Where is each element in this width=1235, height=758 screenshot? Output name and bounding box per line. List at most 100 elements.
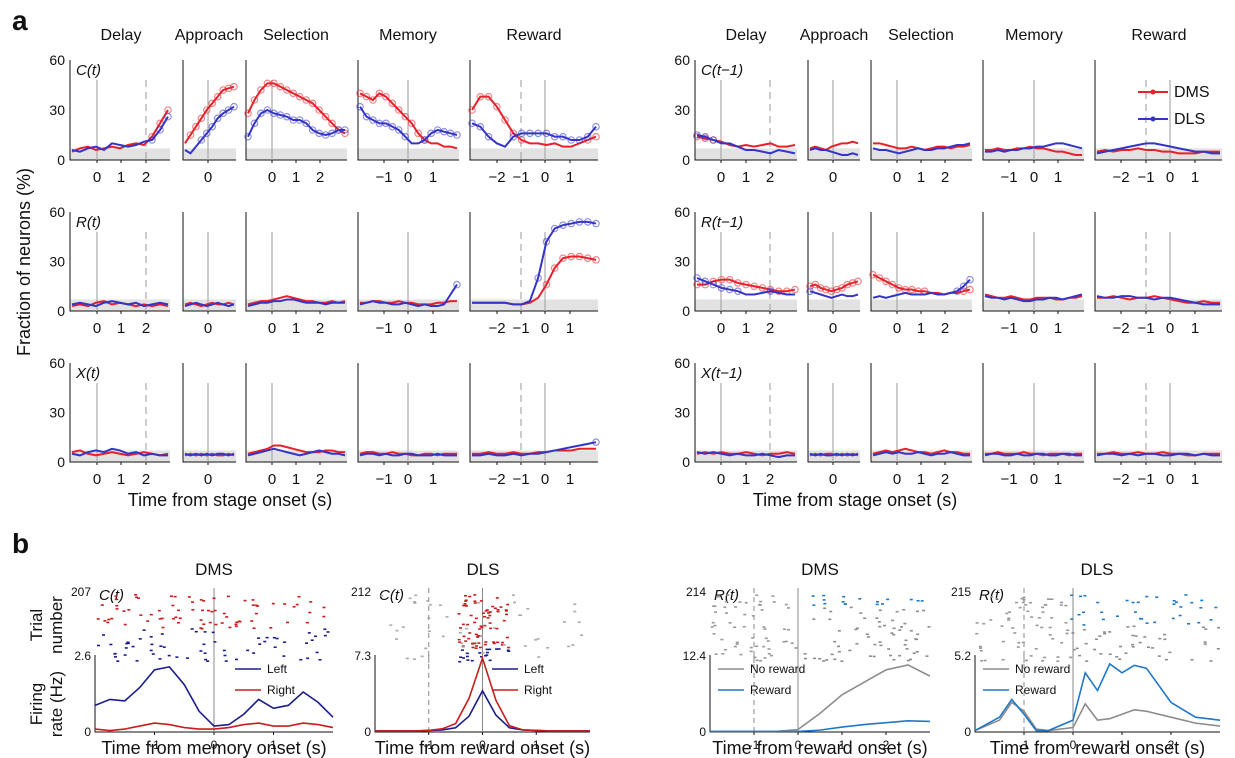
raster-spike	[211, 631, 215, 634]
raster-spike	[1084, 642, 1088, 645]
significant-point-dms	[192, 122, 200, 131]
raster-spike	[818, 657, 822, 660]
x-tick-label: −1	[1000, 169, 1017, 186]
raster-spike	[158, 618, 162, 620]
significant-point-dls	[224, 106, 233, 114]
axis-frame	[982, 212, 1084, 312]
raster-spike	[837, 645, 841, 648]
raster-spike	[755, 659, 759, 662]
x-tick-label: 0	[204, 169, 212, 186]
axis-frame	[182, 60, 236, 161]
raster-spike	[823, 602, 827, 605]
raster-spike	[1070, 618, 1074, 620]
raster-spike	[823, 607, 827, 610]
axis-frame	[469, 212, 598, 312]
raster-spike	[1098, 635, 1102, 637]
raster-spike	[502, 619, 506, 622]
raster-spike	[822, 660, 826, 662]
raster-spike	[733, 626, 737, 629]
raster-spike	[1050, 598, 1054, 601]
raster-spike	[837, 629, 841, 632]
raster-spike	[892, 627, 896, 630]
raster-spike	[1018, 606, 1022, 609]
chance-band	[183, 148, 236, 160]
raster-spike	[1108, 631, 1112, 633]
x-tick-label: −1	[1137, 320, 1154, 337]
raster-spike	[843, 603, 847, 605]
x-tick-label: 1	[429, 169, 437, 186]
raster-spike	[420, 655, 424, 658]
raster-spike	[865, 633, 869, 636]
raster-spike	[764, 637, 768, 640]
x-tick-label: 0	[717, 320, 725, 337]
raster-spike	[512, 601, 516, 604]
raster-spike	[464, 604, 468, 607]
significant-point-dms	[822, 285, 830, 294]
significant-point-dls	[559, 221, 567, 230]
rate-x-tick-label: 0	[211, 738, 218, 752]
raster-spike	[204, 658, 208, 661]
series-line-dls	[809, 452, 859, 457]
axis-frame	[69, 212, 170, 312]
x-tick-label: −1	[375, 169, 392, 186]
raster-spike	[714, 611, 718, 613]
significant-point-dms	[401, 112, 410, 121]
raster-spike	[473, 594, 477, 596]
raster-spike	[305, 642, 309, 644]
raster-spike	[1103, 632, 1107, 635]
raster-spike	[759, 659, 763, 662]
y-tick-left-0-30: 30	[49, 102, 65, 118]
axis-frame	[982, 363, 1084, 463]
series-line-dms	[809, 140, 859, 152]
significant-point-dms	[369, 96, 377, 104]
subpanel-right-0-approach: 0	[807, 60, 860, 186]
raster-spike	[123, 654, 127, 656]
raster-spike	[1082, 624, 1086, 626]
raster-spike	[1066, 629, 1070, 632]
raster-spike	[234, 625, 238, 628]
chance-band	[246, 148, 347, 160]
significant-point-dms	[213, 92, 222, 101]
significant-point-dms	[550, 264, 559, 272]
significant-point-dms	[202, 106, 211, 114]
raster-spike	[546, 646, 550, 649]
raster-spike	[465, 627, 469, 630]
raster-spike	[124, 647, 128, 649]
raster-spike	[523, 645, 527, 647]
raster-spike	[275, 637, 279, 640]
legend-marker-dls	[1150, 116, 1156, 122]
raster-spike	[207, 609, 211, 612]
y-tick-left-1-0: 0	[57, 303, 65, 319]
raster-spike	[126, 641, 130, 644]
raster-spike	[309, 601, 313, 603]
raster-spike	[1015, 601, 1019, 604]
raster-spike	[136, 597, 140, 599]
significant-point-dls	[693, 274, 701, 282]
significant-point-dls	[526, 129, 534, 138]
raster-spike	[712, 605, 716, 607]
axis-frame	[1094, 212, 1222, 312]
significant-point-dms	[302, 96, 311, 104]
rate-legend-label: Reward	[1015, 683, 1056, 697]
raster-spike	[909, 598, 913, 601]
raster-spike	[476, 636, 480, 638]
raster-spike	[767, 652, 771, 655]
axis-frame	[1094, 60, 1222, 161]
significant-point-dls	[550, 224, 559, 233]
raster-spike	[177, 609, 181, 612]
raster-spike	[126, 642, 130, 645]
raster-spike	[487, 612, 491, 614]
raster-spike	[1041, 660, 1045, 662]
significant-point-dms	[854, 277, 862, 286]
raster-spike	[877, 621, 881, 623]
significant-point-dms	[717, 275, 726, 284]
raster-spike	[1011, 627, 1015, 629]
raster-spike	[980, 660, 984, 662]
raster-spike	[326, 631, 330, 633]
series-line-dls	[359, 452, 457, 457]
x-tick-label: 2	[941, 320, 949, 337]
raster-spike	[859, 612, 863, 614]
raster-spike	[1179, 606, 1183, 608]
